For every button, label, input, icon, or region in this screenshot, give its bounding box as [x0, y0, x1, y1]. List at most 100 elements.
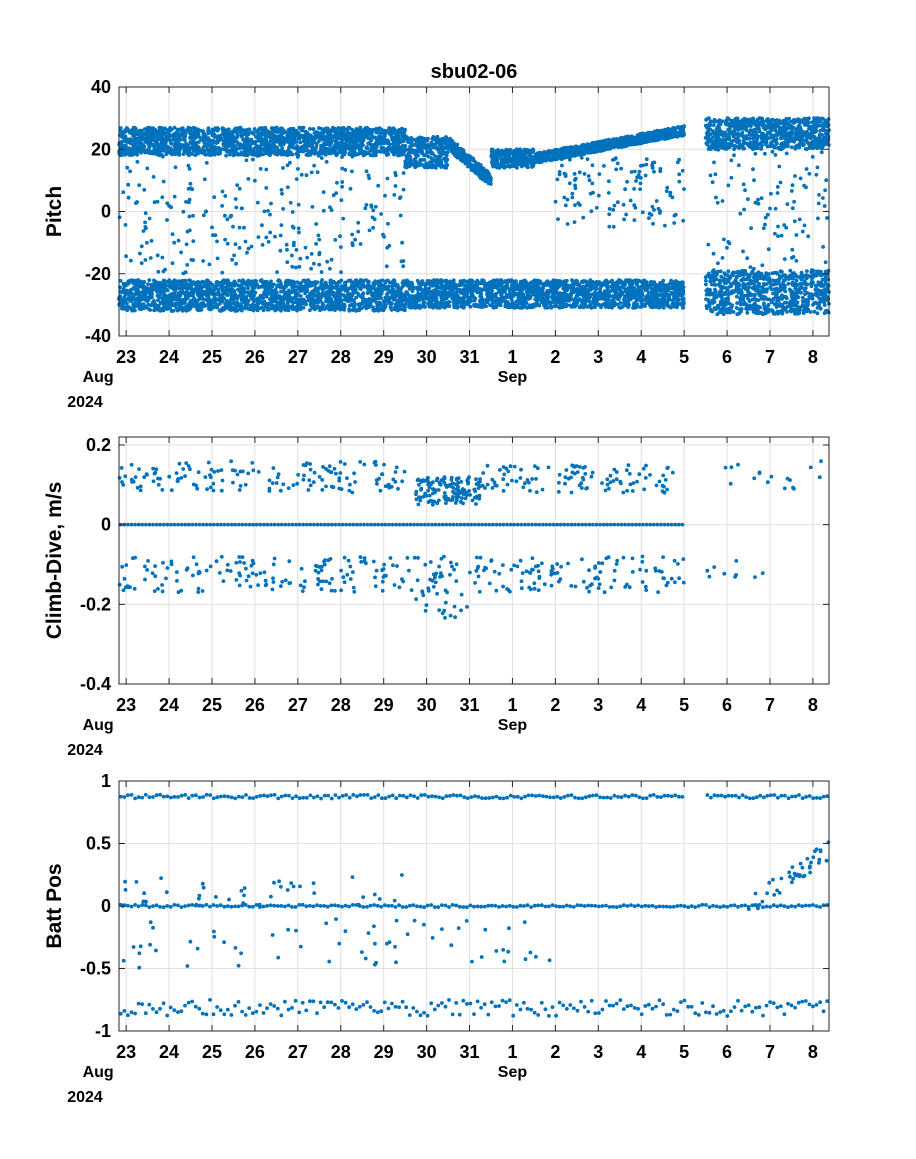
data-point	[245, 147, 249, 152]
data-point	[420, 149, 424, 154]
data-point	[601, 141, 606, 146]
data-point	[193, 136, 198, 140]
data-point	[782, 136, 786, 140]
data-point	[775, 122, 780, 127]
data-point	[160, 137, 165, 142]
data-point	[381, 146, 386, 151]
data-point	[175, 140, 180, 144]
data-point	[442, 151, 447, 156]
data-point	[275, 130, 280, 135]
data-point	[143, 131, 147, 136]
data-point	[802, 142, 806, 147]
data-point	[216, 127, 221, 132]
data-point	[347, 151, 352, 155]
data-point	[353, 129, 358, 134]
data-point	[584, 150, 588, 155]
data-point	[280, 140, 285, 145]
data-point	[318, 149, 323, 154]
data-point	[282, 291, 287, 295]
data-point	[570, 153, 575, 158]
data-point	[246, 286, 251, 291]
data-point	[704, 118, 708, 122]
data-point	[379, 127, 384, 132]
data-point	[449, 144, 454, 149]
data-point	[274, 136, 279, 140]
data-point	[146, 126, 150, 131]
data-point	[718, 122, 723, 127]
data-point	[515, 154, 520, 159]
data-point	[269, 144, 274, 149]
data-point	[382, 137, 387, 142]
data-point	[422, 136, 427, 141]
data-point	[750, 133, 754, 138]
data-point	[742, 116, 747, 121]
data-point	[176, 134, 181, 138]
data-point	[356, 144, 360, 149]
data-point	[208, 139, 213, 144]
data-point	[487, 177, 491, 182]
data-point	[311, 149, 316, 153]
data-point	[308, 149, 313, 154]
data-point	[787, 138, 792, 143]
data-point	[228, 152, 232, 157]
data-point	[531, 148, 536, 153]
data-point	[779, 133, 784, 138]
data-point	[723, 138, 728, 142]
data-point	[378, 131, 383, 136]
data-point	[369, 131, 374, 136]
data-point	[212, 147, 217, 151]
data-point	[431, 145, 436, 150]
data-point	[401, 139, 406, 144]
data-point	[491, 147, 495, 152]
data-point	[517, 159, 522, 164]
data-point	[475, 163, 480, 167]
data-point	[821, 126, 826, 131]
data-point	[682, 133, 686, 137]
data-point	[265, 145, 270, 150]
data-point	[316, 131, 321, 135]
data-point	[726, 132, 731, 137]
data-point	[516, 150, 521, 155]
data-point	[339, 140, 344, 144]
data-point	[339, 126, 343, 131]
data-point	[359, 143, 364, 148]
data-point	[261, 129, 265, 134]
data-point	[395, 138, 400, 143]
data-point	[259, 142, 264, 146]
data-point	[182, 138, 187, 143]
data-point	[817, 132, 822, 137]
data-point	[524, 157, 529, 162]
data-point	[323, 152, 328, 157]
data-point	[277, 148, 281, 153]
data-point	[733, 144, 738, 149]
data-point	[397, 127, 401, 132]
data-point	[258, 126, 263, 131]
data-point	[608, 144, 613, 149]
data-point	[194, 143, 199, 147]
data-point	[156, 131, 161, 136]
data-point	[345, 128, 350, 133]
data-point	[761, 121, 766, 126]
data-point	[410, 143, 415, 148]
data-point	[476, 172, 481, 176]
data-point	[224, 135, 229, 140]
data-point	[258, 139, 263, 144]
data-point	[777, 118, 782, 123]
data-point	[741, 126, 746, 130]
data-point	[299, 133, 304, 138]
data-point	[225, 140, 230, 145]
data-point	[139, 137, 144, 141]
data-point	[209, 150, 214, 155]
data-point	[408, 161, 413, 166]
data-point	[396, 149, 401, 154]
data-point	[806, 132, 810, 137]
data-point	[487, 172, 491, 176]
data-point	[133, 126, 138, 131]
data-point	[369, 145, 374, 149]
data-point	[807, 116, 811, 121]
data-point	[252, 285, 257, 290]
data-point	[255, 135, 260, 140]
data-point	[717, 118, 722, 123]
data-point	[703, 123, 708, 128]
data-point	[515, 165, 519, 170]
